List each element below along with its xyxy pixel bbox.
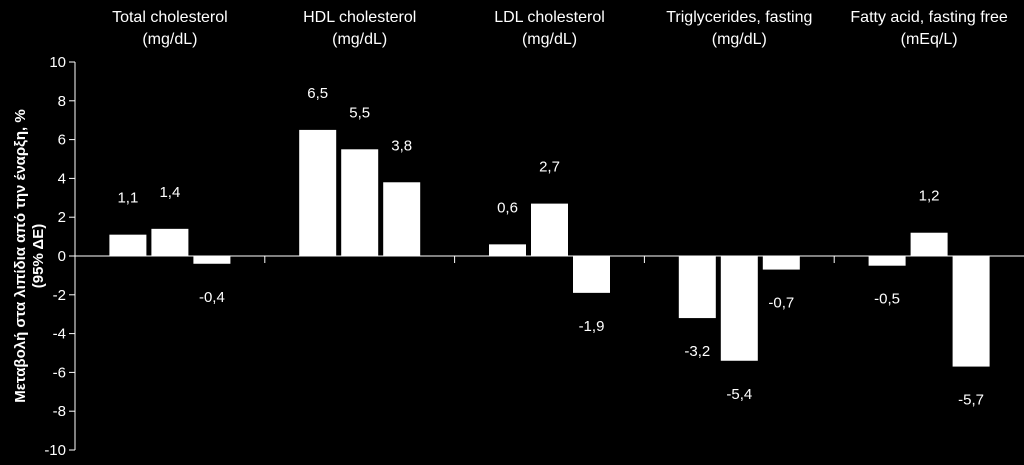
y-tick-label: 2 [58, 209, 66, 226]
y-tick-label: -4 [53, 326, 66, 343]
y-tick-label: -2 [53, 287, 66, 304]
data-label: 0,6 [497, 199, 518, 216]
data-labels: 1,1 1,4 -0,4 6,5 5,5 3,8 0,6 2,7 -1,9 -3,2 -5,4 -0,… [117, 85, 984, 409]
y-tick-label: 6 [58, 132, 66, 149]
y-tick-label: -8 [53, 403, 66, 420]
bar [341, 149, 379, 256]
data-label: -0,5 [874, 291, 900, 308]
category-label: HDL cholesterol (mg/dL) [303, 9, 416, 48]
bar [109, 234, 147, 256]
data-label: 6,5 [307, 85, 328, 102]
data-label: 1,1 [117, 190, 138, 207]
y-tick-label: 10 [49, 54, 66, 71]
category-label: Fatty acid, fasting free (mEq/L) [850, 9, 1008, 48]
data-label: -5,7 [958, 392, 984, 409]
bar [910, 232, 948, 256]
bar [762, 256, 800, 270]
category-label: Triglycerides, fasting (mg/dL) [666, 9, 812, 48]
data-label: 3,8 [391, 137, 412, 154]
data-label: 2,7 [539, 159, 560, 176]
bar [193, 256, 231, 264]
y-tick-label: -6 [53, 364, 66, 381]
bar [868, 256, 906, 266]
category-label: LDL cholesterol (mg/dL) [494, 9, 605, 48]
bar [531, 203, 568, 256]
bar [952, 256, 990, 367]
category-label: Total cholesterol (mg/dL) [112, 9, 228, 48]
data-label: 1,2 [919, 188, 940, 205]
y-tick-label: 0 [58, 248, 66, 265]
y-tick-label: 4 [58, 170, 66, 187]
y-axis-ticks: 10 8 6 4 2 0 -2 -4 -6 -8 -10 [44, 54, 75, 459]
y-tick-label: 8 [58, 93, 66, 110]
y-axis-label: Μεταβολή στα λιπίδια από την έναρξη, %(9… [12, 109, 47, 402]
bar [678, 256, 716, 319]
data-label: -3,2 [684, 343, 710, 360]
bar [720, 256, 758, 361]
data-label: -0,7 [768, 295, 794, 312]
data-label: 1,4 [159, 184, 180, 201]
data-label: -0,4 [199, 289, 225, 306]
data-label: -5,4 [726, 386, 752, 403]
bar [151, 228, 189, 256]
bar [573, 256, 610, 293]
data-label: -1,9 [579, 318, 605, 335]
bars [109, 129, 990, 367]
bar [489, 244, 526, 256]
data-label: 5,5 [349, 104, 370, 121]
y-axis-title: Μεταβολή στα λιπίδια από την έναρξη, %(9… [12, 109, 47, 402]
y-tick-label: -10 [44, 442, 66, 459]
bar [383, 182, 421, 256]
bar [299, 129, 337, 256]
category-labels: Total cholesterol (mg/dL) HDL cholesterol(… [112, 9, 1008, 48]
